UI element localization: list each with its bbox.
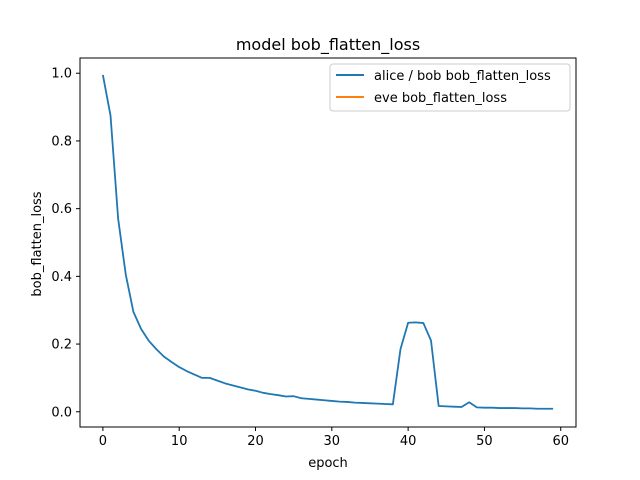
axes-frame [79,57,577,428]
x-tick-label: 30 [324,434,341,449]
series-line-0 [102,74,554,410]
y-tick-label: 0.0 [51,405,72,420]
x-tick-label: 50 [476,434,493,449]
y-tick-label: 1.0 [51,67,72,82]
x-tick-label: 0 [99,434,107,449]
y-tick-label: 0.2 [51,338,72,353]
y-tick-label: 0.6 [51,202,72,217]
x-tick-label: 40 [400,434,417,449]
series-layer [102,74,554,410]
x-tick-label: 60 [552,434,569,449]
legend: alice / bob bob_flatten_loss eve bob_fla… [329,63,571,112]
chart-title: model bob_flatten_loss [236,35,420,55]
legend-label-alice-bob: alice / bob bob_flatten_loss [374,69,551,84]
y-tick-label: 0.4 [51,270,72,285]
legend-label-eve: eve bob_flatten_loss [374,91,507,106]
legend-box [329,63,571,112]
plot-area: 0 10 20 30 40 50 60 0.0 0.2 0.4 0.6 0.8 1.0 [51,57,577,449]
y-tick-label: 0.8 [51,134,72,149]
x-axis-label: epoch [308,456,348,471]
y-axis-label: bob_flatten_loss [30,191,45,296]
x-tick-label: 20 [247,434,264,449]
x-axis-ticks: 0 10 20 30 40 50 60 [99,427,569,449]
y-axis-ticks: 0.0 0.2 0.4 0.6 0.8 1.0 [51,67,80,420]
x-tick-label: 10 [171,434,188,449]
